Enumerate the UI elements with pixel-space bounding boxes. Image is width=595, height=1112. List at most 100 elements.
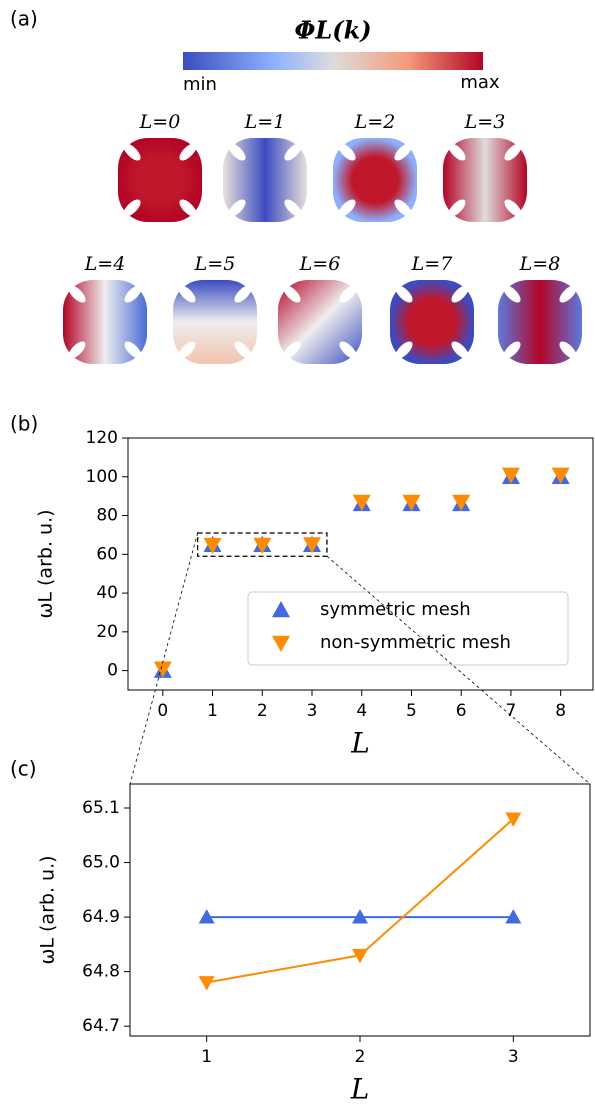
surface-hole [283, 285, 301, 303]
x-tick-label: 6 [456, 701, 467, 721]
surface-hole [178, 341, 196, 359]
x-tick-label: 0 [157, 701, 168, 721]
panel-label: (c) [10, 757, 37, 781]
surface-hole [451, 341, 469, 359]
surface-hole [448, 199, 466, 217]
surface-label: L=4 [84, 253, 126, 275]
surface-label: L=3 [464, 111, 506, 133]
surface-hole [504, 143, 522, 161]
surface-hole [123, 199, 141, 217]
surface-hole [283, 341, 301, 359]
surface-label: L=8 [519, 253, 561, 275]
surface-hole [68, 285, 86, 303]
y-tick-label: 100 [86, 467, 118, 487]
colorbar [183, 52, 483, 70]
surface-hole [395, 341, 413, 359]
fermi-surfaces: L=0 L=1 L=2 L=3 L=4 L=5 L=6 L=7 L=8 [63, 111, 582, 364]
marker [505, 909, 522, 924]
surface-hole [234, 285, 252, 303]
surface-hole [448, 143, 466, 161]
marker [402, 494, 421, 511]
surface-hole [123, 143, 141, 161]
x-tick-label: 4 [356, 701, 367, 721]
surface-hole [124, 341, 142, 359]
zoom-connector [129, 532, 199, 785]
surface-hole [559, 285, 577, 303]
surface-hole [179, 199, 197, 217]
surface-hole [178, 285, 196, 303]
x-tick-label: 1 [207, 701, 218, 721]
surface-hole [228, 143, 246, 161]
x-tick-label: 3 [508, 1047, 519, 1067]
x-tick-label: 5 [406, 701, 417, 721]
surface-hole [451, 285, 469, 303]
x-tick-label: 8 [555, 701, 566, 721]
surface-label: L=1 [244, 111, 286, 133]
surface-hole [394, 143, 412, 161]
surface-hole [124, 285, 142, 303]
legend-box [247, 591, 569, 666]
y-axis-label: ωL (arb. u.) [35, 509, 57, 618]
legend-label: non-symmetric mesh [320, 632, 511, 653]
surface-hole [284, 143, 302, 161]
marker [352, 494, 371, 511]
x-axis-label: L [350, 1073, 370, 1106]
colorbar-title: ΦL(k) [294, 16, 371, 45]
surface-label: L=5 [194, 253, 236, 275]
legend-marker [272, 601, 290, 618]
colorbar-max: max [460, 72, 500, 93]
surface-hole [503, 341, 521, 359]
surface-hole [503, 285, 521, 303]
surface-label: L=6 [299, 253, 341, 275]
surface-hole [339, 285, 357, 303]
legend-marker [272, 635, 290, 652]
y-tick-label: 20 [96, 622, 118, 642]
y-tick-label: 80 [96, 506, 118, 526]
x-tick-label: 2 [355, 1047, 366, 1067]
y-tick-label: 65.1 [82, 798, 120, 818]
surface-hole [395, 285, 413, 303]
surface-hole [234, 341, 252, 359]
surface-hole [504, 199, 522, 217]
y-tick-label: 64.7 [82, 1016, 120, 1036]
surface-hole [228, 199, 246, 217]
surface-hole [338, 199, 356, 217]
x-tick-label: 2 [257, 701, 268, 721]
y-tick-label: 60 [96, 544, 118, 564]
y-tick-label: 64.9 [82, 907, 120, 927]
panel-label: (a) [10, 7, 38, 31]
y-tick-label: 120 [86, 428, 118, 448]
x-tick-label: 7 [506, 701, 517, 721]
colorbar-min: min [183, 74, 217, 95]
x-tick-label: 1 [201, 1047, 212, 1067]
surface-hole [339, 341, 357, 359]
surface-label: L=7 [411, 253, 454, 275]
y-axis-label: ωL (arb. u.) [37, 855, 59, 964]
marker [153, 661, 172, 678]
plot-frame [127, 437, 594, 691]
panel-label: (b) [10, 412, 38, 436]
y-tick-label: 0 [107, 661, 118, 681]
y-tick-label: 64.8 [82, 962, 120, 982]
marker [505, 812, 522, 827]
zoom-connector [326, 555, 591, 785]
surface-hole [68, 341, 86, 359]
marker [203, 537, 222, 555]
x-tick-label: 3 [307, 701, 318, 721]
surface-label: L=0 [139, 111, 181, 133]
marker [352, 909, 368, 924]
y-tick-label: 40 [96, 583, 118, 603]
surface-label: L=2 [354, 111, 396, 133]
marker [501, 467, 520, 484]
marker [253, 537, 272, 554]
marker [352, 948, 368, 964]
legend-label: symmetric mesh [320, 599, 471, 620]
marker [551, 467, 570, 484]
surface-hole [394, 199, 412, 217]
inset-region [196, 532, 328, 557]
surface-hole [179, 143, 197, 161]
surface-hole [559, 341, 577, 359]
marker [303, 537, 322, 554]
y-tick-label: 65.0 [82, 853, 120, 873]
